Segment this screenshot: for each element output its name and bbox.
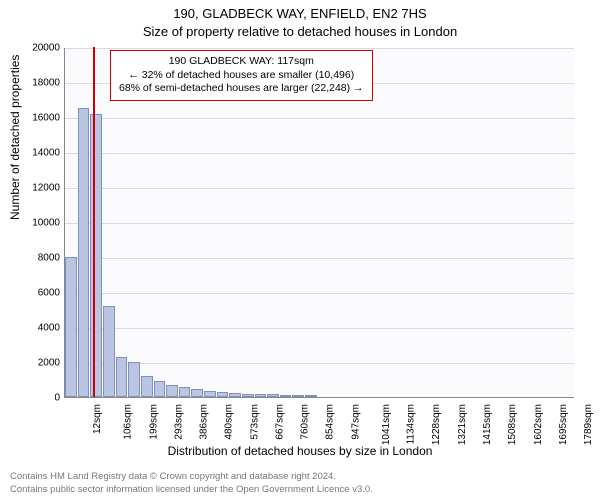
- histogram-bar: [128, 362, 140, 397]
- y-tick-label: 14000: [20, 148, 60, 159]
- y-tick-label: 18000: [20, 78, 60, 89]
- histogram-bar: [191, 389, 203, 397]
- annotation-box: 190 GLADBECK WAY: 117sqm ← 32% of detach…: [110, 50, 373, 101]
- x-tick-label: 480sqm: [224, 404, 235, 440]
- x-tick-label: 854sqm: [325, 404, 336, 440]
- gridline: [65, 223, 574, 224]
- histogram-bar: [65, 257, 77, 397]
- histogram-bar: [204, 391, 216, 397]
- y-tick-label: 4000: [20, 323, 60, 334]
- y-tick-label: 20000: [20, 43, 60, 54]
- histogram-bar: [280, 395, 292, 397]
- histogram-bar: [141, 376, 153, 397]
- x-tick-label: 1695sqm: [558, 404, 569, 445]
- y-tick-label: 10000: [20, 218, 60, 229]
- annotation-line1: 190 GLADBECK WAY: 117sqm: [119, 55, 364, 69]
- y-tick-label: 16000: [20, 113, 60, 124]
- x-tick-label: 1789sqm: [583, 404, 594, 445]
- histogram-bar: [292, 395, 304, 397]
- histogram-bar: [305, 395, 317, 397]
- gridline: [65, 328, 574, 329]
- histogram-bar: [267, 394, 279, 397]
- gridline: [65, 363, 574, 364]
- histogram-bar: [217, 392, 229, 397]
- y-tick-label: 12000: [20, 183, 60, 194]
- footer-line2: Contains public sector information licen…: [10, 484, 373, 496]
- annotation-line3: 68% of semi-detached houses are larger (…: [119, 82, 364, 96]
- chart-container: 190, GLADBECK WAY, ENFIELD, EN2 7HS Size…: [0, 0, 600, 500]
- chart-title-desc: Size of property relative to detached ho…: [0, 24, 600, 39]
- x-tick-label: 1415sqm: [482, 404, 493, 445]
- x-tick-label: 947sqm: [350, 404, 361, 440]
- x-tick-label: 1602sqm: [533, 404, 544, 445]
- gridline: [65, 293, 574, 294]
- gridline: [65, 118, 574, 119]
- gridline: [65, 48, 574, 49]
- x-axis-label: Distribution of detached houses by size …: [0, 444, 600, 458]
- x-tick-label: 386sqm: [199, 404, 210, 440]
- x-tick-label: 106sqm: [123, 404, 134, 440]
- x-tick-label: 1041sqm: [381, 404, 392, 445]
- histogram-bar: [166, 385, 178, 397]
- gridline: [65, 188, 574, 189]
- y-tick-label: 8000: [20, 253, 60, 264]
- x-tick-label: 1321sqm: [457, 404, 468, 445]
- x-tick-label: 293sqm: [173, 404, 184, 440]
- x-tick-label: 1228sqm: [432, 404, 443, 445]
- histogram-bar: [229, 393, 241, 397]
- histogram-bar: [255, 394, 267, 397]
- x-tick-label: 199sqm: [148, 404, 159, 440]
- gridline: [65, 258, 574, 259]
- histogram-bar: [154, 381, 166, 397]
- histogram-bar: [242, 394, 254, 398]
- x-tick-label: 573sqm: [249, 404, 260, 440]
- footer-line1: Contains HM Land Registry data © Crown c…: [10, 471, 373, 483]
- histogram-bar: [179, 387, 191, 397]
- y-tick-label: 0: [20, 393, 60, 404]
- x-tick-label: 12sqm: [92, 404, 103, 434]
- annotation-line2: ← 32% of detached houses are smaller (10…: [119, 69, 364, 83]
- chart-title-address: 190, GLADBECK WAY, ENFIELD, EN2 7HS: [0, 6, 600, 21]
- histogram-bar: [78, 108, 90, 397]
- x-tick-label: 1508sqm: [507, 404, 518, 445]
- x-tick-label: 1134sqm: [405, 404, 416, 444]
- x-tick-label: 667sqm: [275, 404, 286, 440]
- histogram-bar: [116, 357, 128, 397]
- property-marker-line: [93, 47, 95, 397]
- histogram-bar: [103, 306, 115, 397]
- footer-attribution: Contains HM Land Registry data © Crown c…: [10, 471, 373, 496]
- x-tick-label: 760sqm: [300, 404, 311, 440]
- y-tick-label: 2000: [20, 358, 60, 369]
- gridline: [65, 153, 574, 154]
- y-tick-label: 6000: [20, 288, 60, 299]
- histogram-bar: [90, 114, 102, 398]
